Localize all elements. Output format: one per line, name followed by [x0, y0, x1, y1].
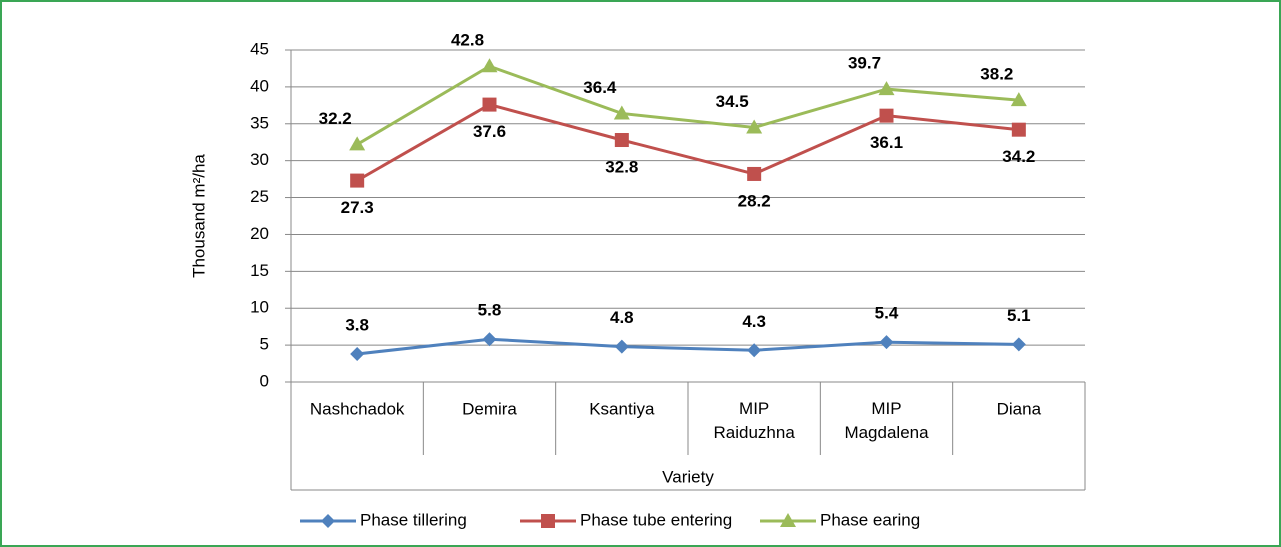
data-label: 36.1 [870, 133, 903, 152]
series-line [357, 337, 1019, 356]
data-point [878, 81, 895, 96]
y-tick-label: 30 [250, 150, 269, 169]
data-point [482, 97, 497, 112]
data-label: 4.3 [742, 312, 766, 331]
data-label: 42.8 [451, 31, 484, 50]
data-label: 34.5 [716, 92, 749, 111]
y-tick-label: 35 [250, 113, 269, 132]
y-tick-label: 20 [250, 224, 269, 243]
series-line [356, 102, 1019, 182]
data-label: 32.2 [319, 109, 352, 128]
y-tick-label: 0 [260, 371, 269, 390]
data-label: 5.8 [478, 301, 502, 320]
data-label: 5.1 [1007, 306, 1031, 325]
data-label: 4.8 [610, 308, 634, 327]
data-label: 3.8 [345, 315, 369, 334]
legend-marker [321, 514, 335, 528]
x-tick-label: MIP Raiduzhna [714, 399, 796, 442]
legend-label: Phase earing [820, 510, 920, 529]
data-label: 27.3 [341, 198, 374, 217]
y-tick-label: 40 [250, 76, 269, 95]
data-point [747, 166, 762, 181]
data-label: 36.4 [583, 78, 617, 97]
data-point [879, 108, 894, 123]
data-point [1011, 337, 1026, 352]
legend-marker [780, 513, 796, 527]
x-tick-label: Ksantiya [589, 399, 655, 418]
data-point [746, 119, 763, 134]
y-tick-label: 15 [250, 261, 269, 280]
x-axis-label: Variety [662, 467, 714, 486]
data-point [879, 335, 894, 350]
legend-marker [541, 514, 555, 528]
data-label: 38.2 [980, 65, 1013, 84]
data-point [1011, 122, 1026, 137]
y-tick-label: 45 [250, 39, 269, 58]
series-line [356, 64, 1019, 146]
data-label: 34.2 [1002, 147, 1035, 166]
data-point [481, 58, 498, 73]
legend-label: Phase tube entering [580, 510, 732, 529]
data-point [482, 332, 497, 347]
x-tick-label: Diana [997, 399, 1042, 418]
data-point [350, 346, 365, 361]
data-point [614, 133, 629, 148]
x-tick-label: Demira [462, 399, 517, 418]
data-label: 28.2 [738, 191, 771, 210]
data-point [747, 343, 762, 358]
data-point [614, 339, 629, 354]
legend-label: Phase tillering [360, 510, 467, 529]
data-label: 32.8 [605, 157, 638, 176]
data-point [350, 173, 365, 188]
y-tick-label: 5 [260, 335, 269, 354]
data-label: 39.7 [848, 54, 881, 73]
data-point [349, 136, 366, 151]
y-axis-label: Thousand m²/ha [189, 154, 208, 278]
data-point [1010, 92, 1027, 107]
x-tick-label: MIP Magdalena [844, 399, 929, 442]
y-tick-label: 25 [250, 187, 269, 206]
data-label: 5.4 [875, 304, 899, 323]
x-tick-label: Nashchadok [310, 399, 405, 418]
y-tick-label: 10 [250, 298, 269, 317]
data-label: 37.6 [473, 122, 506, 141]
data-point [613, 105, 630, 120]
